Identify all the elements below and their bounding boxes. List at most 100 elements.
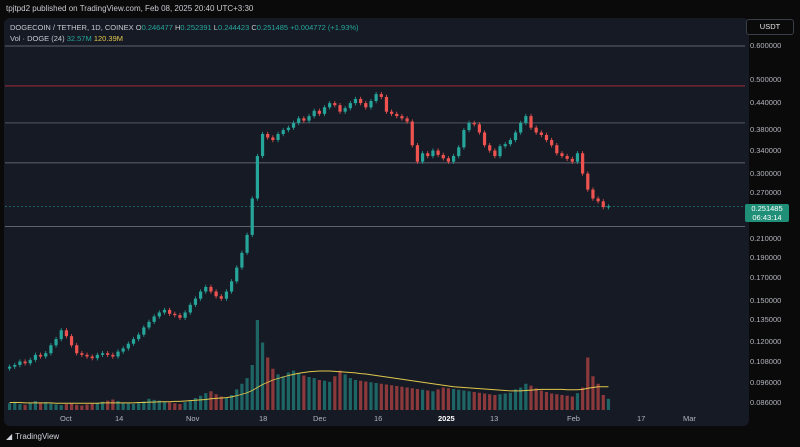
volume-bar	[168, 402, 172, 410]
volume-bar	[524, 383, 528, 410]
volume-bar	[286, 372, 290, 410]
candle-body	[550, 140, 554, 146]
candle-body	[374, 94, 378, 102]
price-tick: 0.108000	[750, 356, 782, 366]
volume-bar	[307, 377, 311, 410]
volume-bar	[18, 404, 22, 410]
candle-body	[137, 334, 141, 340]
price-tick: 0.096000	[750, 378, 782, 388]
symbol-label[interactable]: DOGECOIN / TETHER, 1D, COINEX	[10, 23, 134, 32]
open-value: 0.246477	[141, 23, 173, 32]
volume-bar	[581, 387, 585, 410]
candle-body	[209, 286, 213, 292]
candle-body	[369, 101, 373, 108]
candle-body	[250, 198, 254, 235]
volume-bar	[297, 373, 301, 410]
candle-body	[570, 158, 574, 162]
volume-bar	[255, 320, 259, 410]
volume-bar	[353, 380, 358, 410]
volume-bar	[90, 403, 94, 410]
candle-body	[353, 98, 358, 104]
time-tick: 18	[259, 414, 268, 423]
volume-bar	[44, 402, 48, 410]
volume-bar	[38, 402, 43, 410]
candle-body	[75, 345, 79, 354]
volume-bar	[131, 404, 136, 410]
candle-body	[224, 291, 229, 299]
tradingview-logo[interactable]: ◢ TradingView	[6, 432, 59, 441]
candle-body	[255, 156, 259, 199]
candle-body	[482, 132, 487, 146]
volume-bar	[400, 386, 404, 410]
candle-body	[539, 132, 543, 135]
candle-body	[183, 312, 187, 318]
volume-bar	[384, 384, 389, 410]
volume-bar	[415, 389, 420, 410]
candle-body	[395, 113, 399, 117]
candle-body	[260, 133, 265, 157]
candle-body	[472, 122, 476, 125]
candle-body	[69, 336, 74, 346]
volume-bar	[64, 404, 68, 410]
volume-bar	[209, 391, 213, 410]
candle-body	[23, 361, 27, 364]
candle-body	[420, 153, 425, 162]
price-tick: 0.086000	[750, 398, 782, 408]
price-tick: 0.150000	[750, 296, 782, 306]
volume-bar	[75, 404, 79, 410]
volume-bar	[260, 342, 265, 410]
volume-bar	[28, 402, 32, 410]
volume-bar	[188, 400, 192, 410]
volume-bar	[245, 378, 249, 410]
candle-body	[446, 158, 451, 162]
volume-bar	[80, 405, 84, 410]
volume-bar	[570, 396, 574, 410]
volume-bar	[359, 380, 363, 410]
volume-bar	[157, 400, 161, 410]
volume-label[interactable]: Vol · DOGE (24)	[10, 34, 65, 43]
time-tick: Nov	[186, 414, 200, 423]
volume-bar	[229, 395, 234, 410]
volume-bar	[162, 401, 167, 410]
price-tick: 0.190000	[750, 252, 782, 262]
volume-bar	[426, 390, 430, 410]
volume-bar	[266, 357, 270, 410]
currency-button[interactable]: USDT	[746, 19, 794, 35]
volume-bar	[436, 389, 440, 410]
price-tick: 0.440000	[750, 98, 782, 108]
volume-bar	[59, 405, 63, 410]
price-tick: 0.120000	[750, 337, 782, 347]
candle-body	[560, 153, 564, 157]
candle-body	[529, 116, 533, 128]
candle-body	[240, 252, 244, 268]
candle-body	[586, 173, 590, 190]
volume-bar	[328, 381, 332, 410]
candle-body	[266, 133, 270, 138]
candle-body	[147, 321, 151, 328]
volume-bar	[281, 376, 285, 410]
volume-bar	[13, 401, 17, 410]
publisher-line: tpjtpd2 published on TradingView.com, Fe…	[6, 4, 254, 13]
candle-body	[441, 154, 445, 159]
bar-countdown: 06:43:14	[752, 213, 782, 222]
candle-body	[581, 153, 585, 174]
volume-bar	[95, 402, 99, 410]
volume-bar	[204, 393, 208, 410]
volume-bar	[126, 403, 130, 410]
volume-bar	[472, 392, 476, 410]
volume-bar	[457, 389, 461, 410]
candle-body	[384, 96, 389, 112]
candle-body	[312, 110, 316, 117]
candle-body	[193, 298, 198, 305]
candle-body	[477, 124, 481, 133]
volume-bar	[100, 401, 105, 410]
candle-body	[214, 291, 218, 297]
volume-bar	[565, 395, 569, 410]
open-label: O	[135, 23, 142, 32]
volume-ma-line	[9, 370, 609, 404]
volume-bar	[555, 394, 559, 410]
candle-body	[80, 353, 84, 355]
candle-body	[524, 116, 528, 123]
volume-bar	[462, 390, 466, 410]
